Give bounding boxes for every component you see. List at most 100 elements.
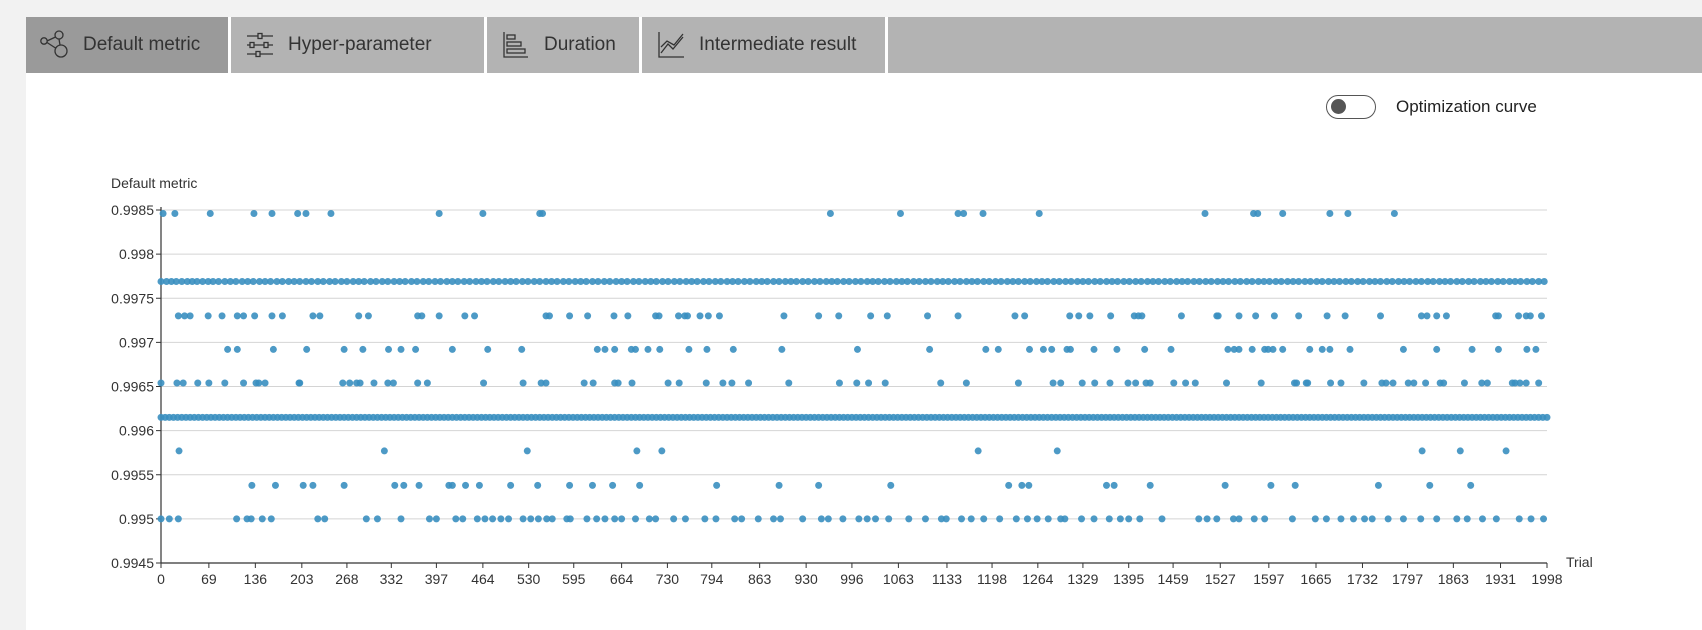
data-point[interactable]	[218, 312, 226, 320]
data-point[interactable]	[391, 481, 399, 489]
data-point[interactable]	[519, 515, 527, 523]
data-point[interactable]	[1049, 379, 1057, 387]
data-point[interactable]	[817, 515, 825, 523]
data-point[interactable]	[165, 515, 173, 523]
data-point[interactable]	[865, 379, 873, 387]
data-point[interactable]	[1190, 277, 1198, 285]
data-point[interactable]	[466, 277, 474, 285]
data-point[interactable]	[1235, 312, 1243, 320]
data-point[interactable]	[1349, 515, 1357, 523]
data-point[interactable]	[1039, 345, 1047, 353]
data-point[interactable]	[459, 515, 467, 523]
data-point[interactable]	[960, 210, 968, 218]
data-point[interactable]	[251, 312, 259, 320]
data-point[interactable]	[1143, 277, 1151, 285]
data-point[interactable]	[186, 312, 194, 320]
data-point[interactable]	[258, 515, 266, 523]
data-point[interactable]	[1429, 277, 1437, 285]
data-point[interactable]	[712, 515, 720, 523]
data-point[interactable]	[1219, 277, 1227, 285]
data-point[interactable]	[1540, 515, 1548, 523]
data-point[interactable]	[703, 345, 711, 353]
data-point[interactable]	[1424, 277, 1432, 285]
data-point[interactable]	[1103, 481, 1111, 489]
data-point[interactable]	[815, 481, 823, 489]
optimization-curve-toggle[interactable]	[1326, 95, 1376, 119]
data-point[interactable]	[1146, 481, 1154, 489]
data-point[interactable]	[705, 277, 713, 285]
data-point[interactable]	[693, 277, 701, 285]
data-point[interactable]	[1390, 210, 1398, 218]
data-point[interactable]	[1182, 379, 1190, 387]
data-point[interactable]	[1323, 312, 1331, 320]
data-point[interactable]	[624, 312, 632, 320]
data-point[interactable]	[696, 312, 704, 320]
data-point[interactable]	[1048, 345, 1056, 353]
data-point[interactable]	[1061, 515, 1069, 523]
data-point[interactable]	[719, 379, 727, 387]
data-point[interactable]	[685, 345, 693, 353]
data-point[interactable]	[1354, 277, 1362, 285]
data-point[interactable]	[425, 277, 433, 285]
data-point[interactable]	[1053, 447, 1061, 455]
data-point[interactable]	[290, 277, 298, 285]
data-point[interactable]	[675, 379, 683, 387]
data-point[interactable]	[1523, 277, 1531, 285]
data-point[interactable]	[415, 481, 423, 489]
data-point[interactable]	[1103, 277, 1111, 285]
data-point[interactable]	[1170, 379, 1178, 387]
data-point[interactable]	[1149, 277, 1157, 285]
data-point[interactable]	[296, 277, 304, 285]
data-point[interactable]	[1361, 515, 1369, 523]
data-point[interactable]	[171, 210, 179, 218]
data-point[interactable]	[233, 312, 241, 320]
data-point[interactable]	[577, 277, 585, 285]
data-point[interactable]	[221, 379, 229, 387]
data-point[interactable]	[278, 312, 286, 320]
data-point[interactable]	[1195, 277, 1203, 285]
data-point[interactable]	[1260, 277, 1268, 285]
data-point[interactable]	[423, 379, 431, 387]
data-point[interactable]	[548, 515, 556, 523]
data-point[interactable]	[921, 515, 929, 523]
data-point[interactable]	[481, 515, 489, 523]
data-point[interactable]	[1146, 379, 1154, 387]
data-point[interactable]	[682, 277, 690, 285]
data-point[interactable]	[256, 277, 264, 285]
data-point[interactable]	[942, 515, 950, 523]
data-point[interactable]	[205, 379, 213, 387]
data-point[interactable]	[645, 515, 653, 523]
data-point[interactable]	[1517, 277, 1525, 285]
data-point[interactable]	[937, 515, 945, 523]
data-point[interactable]	[933, 277, 941, 285]
data-point[interactable]	[702, 379, 710, 387]
data-point[interactable]	[1441, 277, 1449, 285]
data-point[interactable]	[390, 277, 398, 285]
data-point[interactable]	[1009, 277, 1017, 285]
data-point[interactable]	[601, 345, 609, 353]
data-point[interactable]	[1269, 345, 1277, 353]
data-point[interactable]	[1078, 515, 1086, 523]
data-point[interactable]	[519, 379, 527, 387]
data-point[interactable]	[1055, 277, 1063, 285]
data-point[interactable]	[594, 277, 602, 285]
data-point[interactable]	[980, 515, 988, 523]
data-point[interactable]	[175, 447, 183, 455]
data-point[interactable]	[542, 277, 550, 285]
data-point[interactable]	[1137, 277, 1145, 285]
data-point[interactable]	[193, 277, 201, 285]
data-point[interactable]	[1522, 379, 1530, 387]
data-point[interactable]	[582, 277, 590, 285]
data-point[interactable]	[501, 277, 509, 285]
data-point[interactable]	[244, 277, 252, 285]
data-point[interactable]	[548, 277, 556, 285]
data-point[interactable]	[910, 277, 918, 285]
data-point[interactable]	[327, 210, 335, 218]
data-point[interactable]	[715, 312, 723, 320]
data-point[interactable]	[349, 277, 357, 285]
data-point[interactable]	[1478, 515, 1486, 523]
data-point[interactable]	[992, 277, 1000, 285]
data-point[interactable]	[400, 481, 408, 489]
data-point[interactable]	[534, 515, 542, 523]
data-point[interactable]	[188, 277, 196, 285]
